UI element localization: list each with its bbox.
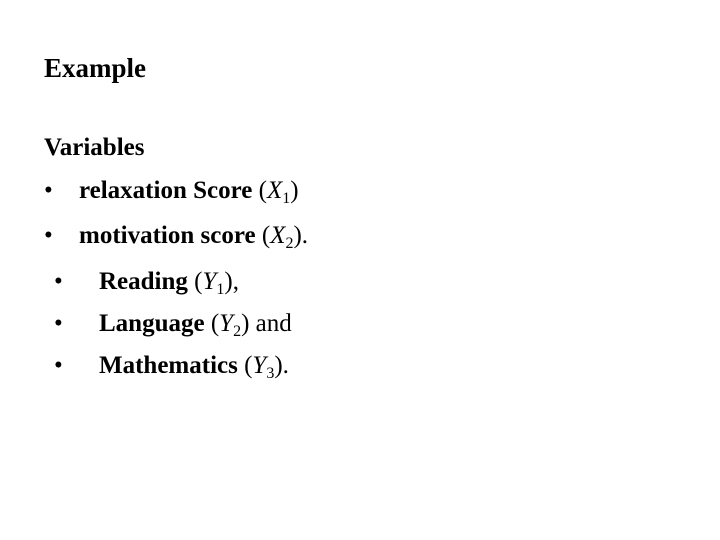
- subscript: 3: [266, 365, 275, 382]
- list-item-reading: Reading (Y1),: [99, 268, 239, 298]
- variable-symbol: X: [270, 222, 286, 249]
- list-item-motivation: motivation score (X2).: [79, 222, 309, 252]
- item-label: Reading: [99, 268, 188, 295]
- item-label: Language: [99, 310, 205, 337]
- item-label: motivation score: [79, 222, 256, 249]
- variable-symbol: Y: [252, 352, 267, 379]
- paren: (: [261, 222, 271, 249]
- bullet: •: [44, 177, 53, 204]
- subscript: 2: [285, 235, 294, 252]
- item-label: relaxation Score: [79, 177, 253, 204]
- list-item-mathematics: Mathematics (Y3).: [99, 352, 289, 382]
- list-item-language: Language (Y2) and: [99, 310, 292, 340]
- paren: ): [290, 177, 299, 204]
- subscript: 1: [282, 190, 291, 207]
- slide-title: Example: [44, 53, 147, 83]
- bullet: •: [44, 222, 53, 249]
- subscript: 2: [233, 323, 242, 340]
- variable-symbol: X: [266, 177, 283, 204]
- suffix: ,: [232, 268, 239, 295]
- variable-symbol: Y: [202, 268, 217, 295]
- paren: (: [194, 268, 203, 295]
- paren: (: [210, 310, 220, 337]
- variables-heading: Variables: [44, 134, 145, 161]
- suffix: .: [282, 352, 289, 379]
- paren: (: [258, 177, 267, 204]
- paren: ): [274, 352, 283, 379]
- paren: ): [224, 268, 233, 295]
- suffix: .: [301, 222, 309, 249]
- bullet: •: [54, 310, 63, 337]
- bullet: •: [54, 268, 63, 295]
- paren: ): [241, 310, 250, 337]
- item-label: Mathematics: [99, 352, 238, 379]
- suffix: and: [249, 310, 292, 337]
- variable-symbol: Y: [219, 310, 234, 337]
- paren: ): [293, 222, 302, 249]
- paren: (: [244, 352, 253, 379]
- subscript: 1: [216, 281, 225, 298]
- bullet: •: [54, 352, 63, 379]
- list-item-relaxation: relaxation Score (X1): [79, 177, 299, 207]
